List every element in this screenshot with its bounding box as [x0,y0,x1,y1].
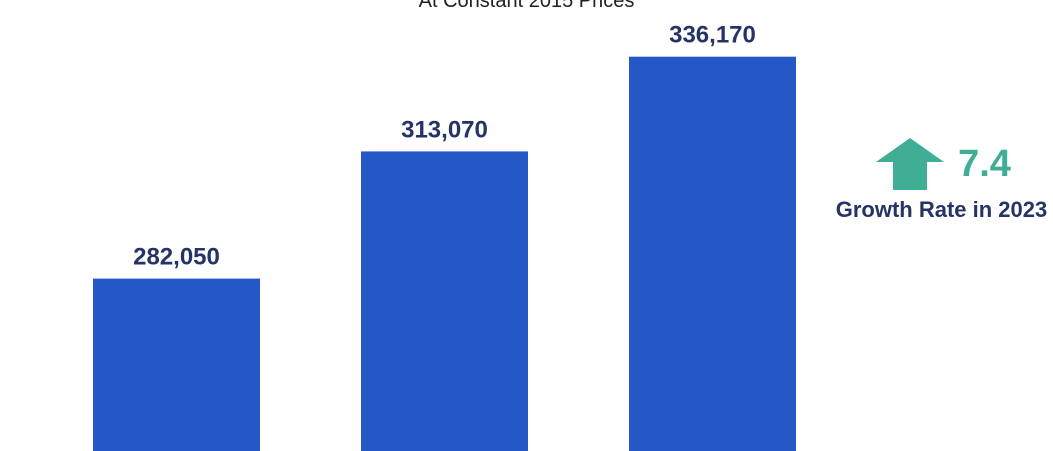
bar-value-label-3: 336,170 [669,22,756,49]
bar-value-label-2: 313,070 [401,116,488,143]
chart-title: At Constant 2015 Prices [418,0,635,12]
growth-callout: 7.4 Growth Rate in 2023 [830,138,1053,224]
up-arrow-icon [876,138,945,190]
growth-rate-value: 7.4 [958,143,1011,185]
bar-1 [93,278,260,451]
bar-3 [629,56,796,451]
bar-2 [361,151,528,451]
bar-value-label-1: 282,050 [133,244,220,271]
growth-rate-caption: Growth Rate in 2023 [835,197,1048,222]
growth-callout-header: 7.4 [834,138,1053,190]
